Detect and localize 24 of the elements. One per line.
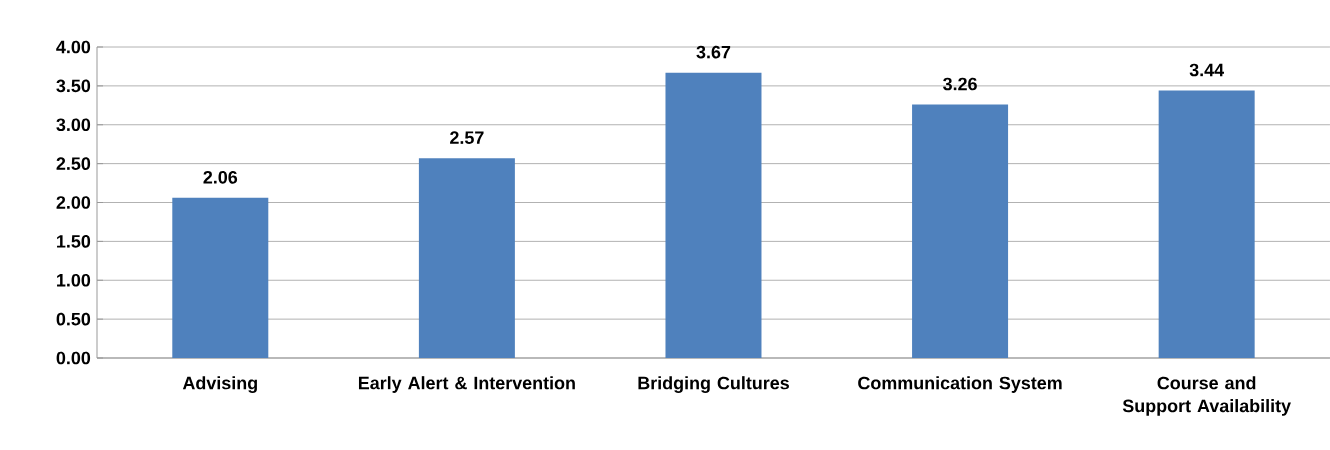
bar [172,197,269,358]
y-tick-label: 2.00 [56,196,91,209]
x-tick-label: Course and Support Availability [1122,376,1291,416]
bar [418,158,515,358]
y-tick-label: 2.50 [56,157,91,170]
y-tick-label: 1.00 [57,273,91,287]
y-tick-label: 3.00 [56,118,91,132]
y-tick-label: 4.00 [56,40,91,54]
data-label: 2.06 [203,170,238,184]
data-label: 3.44 [1189,63,1225,77]
x-tick-label: Early Alert & Intervention [358,376,575,393]
bar [1158,90,1255,358]
y-tick-label: 3.50 [56,79,91,93]
y-tick-label: 0.50 [56,312,91,326]
x-tick-label: Advising [182,376,257,393]
x-tick-label: Bridging Cultures [638,376,789,393]
data-label: 3.26 [943,77,977,91]
y-tick-label: 0.00 [56,351,91,365]
bar [665,72,762,358]
bar [912,104,1009,358]
x-tick-label: Communication System [858,376,1062,393]
data-label: 3.67 [696,45,731,59]
y-tick-label: 1.50 [57,235,91,248]
data-label: 2.57 [450,131,484,144]
